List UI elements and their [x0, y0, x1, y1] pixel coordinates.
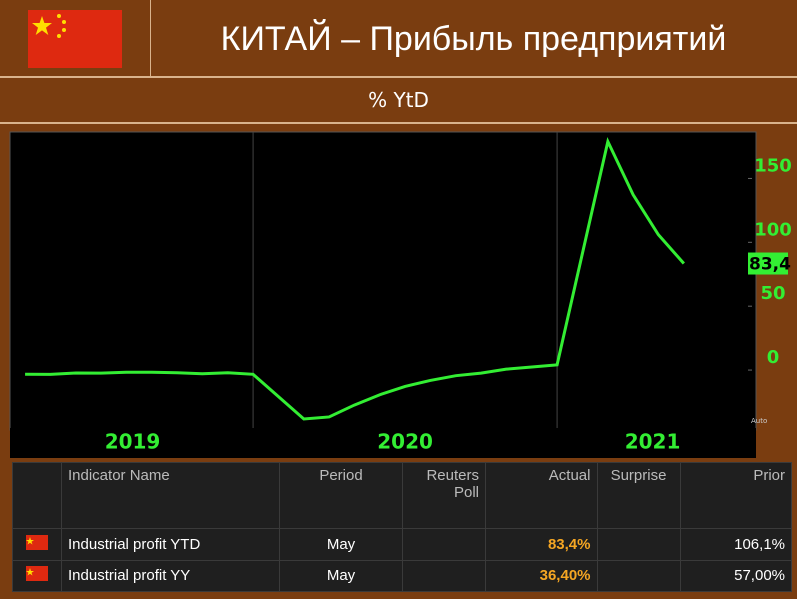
col-header: Surprise [596, 461, 681, 530]
surprise-cell [596, 559, 681, 593]
col-header: Actual [485, 461, 598, 530]
flag-icon [26, 534, 48, 550]
flag-box [0, 0, 151, 78]
chart: 2019 2020 2021 0 50 100 150 Auto 83,4 [9, 131, 792, 458]
flag-icon [26, 566, 48, 582]
y-tick-label: 100 [754, 219, 792, 240]
subtitle: % YtD [0, 80, 797, 124]
period-cell: May [279, 559, 403, 593]
y-tick-label: 150 [754, 155, 792, 176]
header: КИТАЙ – Прибыль предприятий [0, 0, 797, 78]
y-tick-label: 50 [760, 283, 785, 304]
title: КИТАЙ – Прибыль предприятий [220, 20, 727, 58]
col-header: Reuters Poll [402, 461, 486, 530]
actual-cell: 36,40% [485, 559, 598, 593]
col-header: Prior [679, 461, 792, 530]
poll-cell [402, 559, 486, 593]
china-flag [28, 10, 122, 68]
prior-cell: 106,1% [679, 528, 792, 561]
surprise-cell [596, 528, 681, 561]
scale-mode: Auto [751, 417, 767, 425]
flag-col [12, 461, 62, 530]
y-tick-label: 0 [767, 347, 780, 368]
value-label: 83,4 [749, 255, 791, 275]
actual-cell: 83,4% [485, 528, 598, 561]
plot-bg [9, 131, 757, 431]
table-header: Indicator Name Period Reuters Poll Actua… [12, 461, 792, 530]
x-axis-bg [10, 428, 756, 458]
x-year-label: 2020 [377, 430, 433, 454]
table-row: Industrial profit YTD May 83,4% 106,1% [12, 528, 792, 561]
col-header: Period [279, 461, 403, 530]
x-year-label: 2021 [625, 430, 681, 454]
prior-cell: 57,00% [679, 559, 792, 593]
indicator-cell: Industrial profit YTD [61, 528, 280, 561]
poll-cell [402, 528, 486, 561]
value-tag [748, 252, 788, 275]
period-cell: May [279, 528, 403, 561]
flag-cell [12, 528, 62, 561]
x-year-label: 2019 [105, 430, 161, 454]
data-line [25, 136, 685, 421]
flag-cell [12, 559, 62, 593]
col-header: Indicator Name [61, 461, 280, 530]
data-table: Indicator Name Period Reuters Poll Actua… [12, 461, 792, 593]
table-row: Industrial profit YY May 36,40% 57,00% [12, 559, 792, 593]
indicator-cell: Industrial profit YY [61, 559, 280, 593]
